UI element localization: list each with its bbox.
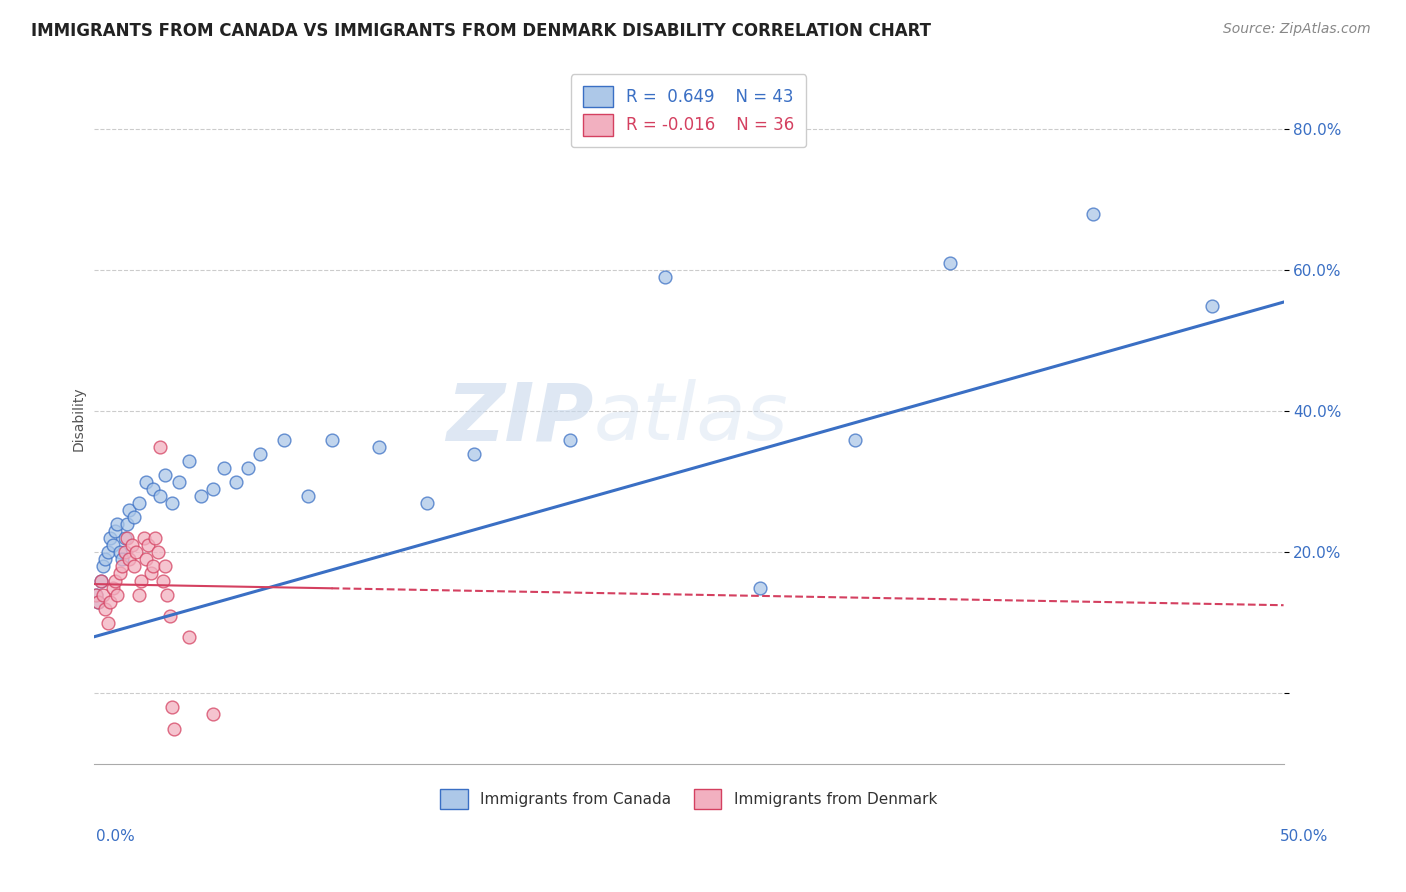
Text: 0.0%: 0.0% — [96, 830, 135, 844]
Point — [152, 574, 174, 588]
Point — [108, 566, 131, 581]
Point — [177, 630, 200, 644]
Point — [125, 545, 148, 559]
Point — [136, 538, 159, 552]
Point — [160, 496, 183, 510]
Point — [104, 574, 127, 588]
Point — [159, 608, 181, 623]
Point — [160, 700, 183, 714]
Point — [105, 588, 128, 602]
Point — [94, 552, 117, 566]
Point — [368, 440, 391, 454]
Point — [214, 460, 236, 475]
Point — [84, 588, 107, 602]
Point — [91, 588, 114, 602]
Point — [114, 545, 136, 559]
Point — [128, 496, 150, 510]
Point — [463, 447, 485, 461]
Point — [122, 559, 145, 574]
Point — [201, 482, 224, 496]
Point — [145, 531, 167, 545]
Point — [654, 270, 676, 285]
Point — [153, 467, 176, 482]
Point — [149, 489, 172, 503]
Point — [225, 475, 247, 489]
Point — [108, 545, 131, 559]
Point — [163, 722, 186, 736]
Point — [153, 559, 176, 574]
Point — [101, 538, 124, 552]
Point — [238, 460, 260, 475]
Point — [98, 595, 121, 609]
Point — [132, 531, 155, 545]
Point — [122, 510, 145, 524]
Point — [98, 531, 121, 545]
Point — [90, 574, 112, 588]
Point — [135, 552, 157, 566]
Point — [87, 595, 110, 609]
Point — [1201, 299, 1223, 313]
Point — [94, 601, 117, 615]
Point — [142, 559, 165, 574]
Text: atlas: atlas — [593, 379, 789, 458]
Point — [115, 517, 138, 532]
Point — [749, 581, 772, 595]
Y-axis label: Disability: Disability — [72, 386, 86, 450]
Point — [177, 453, 200, 467]
Point — [273, 433, 295, 447]
Point — [97, 545, 120, 559]
Point — [135, 475, 157, 489]
Point — [156, 588, 179, 602]
Point — [118, 503, 141, 517]
Point — [1083, 207, 1105, 221]
Point — [87, 595, 110, 609]
Point — [139, 566, 162, 581]
Point — [114, 531, 136, 545]
Point — [118, 552, 141, 566]
Text: Source: ZipAtlas.com: Source: ZipAtlas.com — [1223, 22, 1371, 37]
Point — [104, 524, 127, 539]
Point — [416, 496, 439, 510]
Point — [190, 489, 212, 503]
Text: 50.0%: 50.0% — [1281, 830, 1329, 844]
Point — [97, 615, 120, 630]
Point — [105, 517, 128, 532]
Point — [201, 707, 224, 722]
Point — [844, 433, 866, 447]
Point — [167, 475, 190, 489]
Text: ZIP: ZIP — [446, 379, 593, 458]
Point — [115, 531, 138, 545]
Point — [90, 574, 112, 588]
Point — [142, 482, 165, 496]
Point — [111, 552, 134, 566]
Point — [91, 559, 114, 574]
Point — [146, 545, 169, 559]
Point — [111, 559, 134, 574]
Point — [297, 489, 319, 503]
Point — [249, 447, 271, 461]
Point — [558, 433, 581, 447]
Point — [321, 433, 343, 447]
Legend: Immigrants from Canada, Immigrants from Denmark: Immigrants from Canada, Immigrants from … — [434, 783, 943, 815]
Point — [939, 256, 962, 270]
Point — [149, 440, 172, 454]
Point — [129, 574, 152, 588]
Point — [84, 588, 107, 602]
Point — [101, 581, 124, 595]
Point — [121, 538, 143, 552]
Text: IMMIGRANTS FROM CANADA VS IMMIGRANTS FROM DENMARK DISABILITY CORRELATION CHART: IMMIGRANTS FROM CANADA VS IMMIGRANTS FRO… — [31, 22, 931, 40]
Point — [128, 588, 150, 602]
